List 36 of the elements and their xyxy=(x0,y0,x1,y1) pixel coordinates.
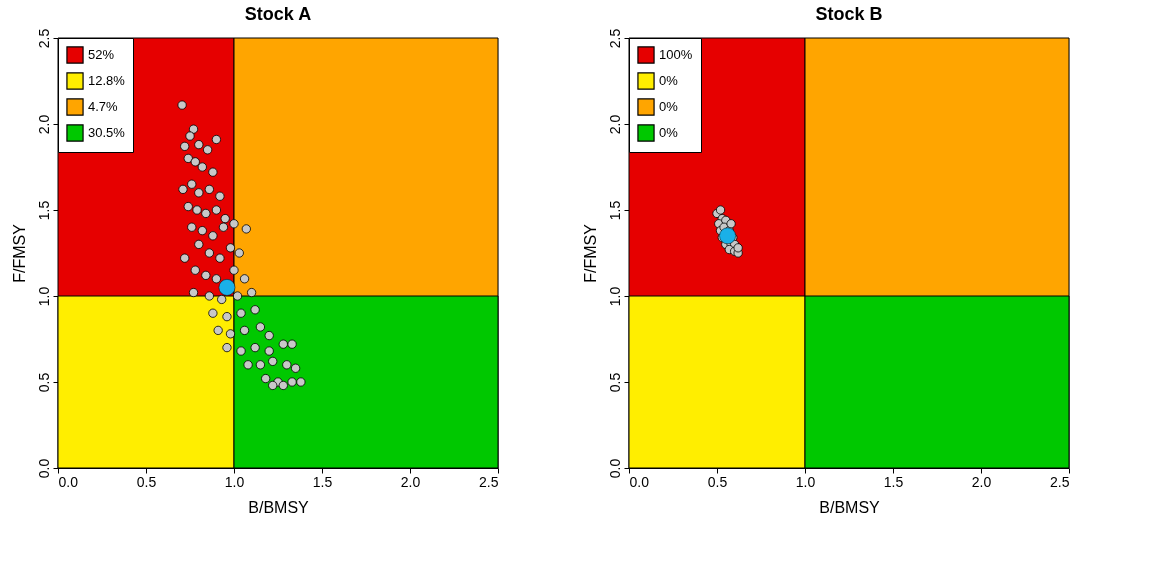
y-tick-label: 1.5 xyxy=(35,200,52,221)
legend-label: 12.8% xyxy=(88,73,126,88)
y-tick-label: 1.0 xyxy=(35,286,52,307)
x-axis-title: B/BMSY xyxy=(819,498,881,516)
x-tick-label: 2.5 xyxy=(1050,473,1070,490)
legend-label: 52% xyxy=(88,47,115,62)
x-tick-label: 0.0 xyxy=(629,473,650,490)
x-tick-label: 1.0 xyxy=(795,473,816,490)
legend-label: 0% xyxy=(659,99,679,114)
x-tick-label: 1.5 xyxy=(883,473,904,490)
y-tick-label: 2.0 xyxy=(606,114,623,135)
x-tick-label: 1.5 xyxy=(312,473,333,490)
y-axis-title: F/FMSY xyxy=(581,223,599,283)
y-tick-label: 2.5 xyxy=(606,28,623,49)
x-tick-label: 1.0 xyxy=(224,473,245,490)
y-axis-title: F/FMSY xyxy=(10,223,28,283)
y-tick-label: 1.0 xyxy=(606,286,623,307)
y-tick-label: 1.5 xyxy=(606,200,623,221)
x-tick-label: 2.0 xyxy=(400,473,421,490)
legend-label: 0% xyxy=(659,125,679,140)
y-tick-label: 2.5 xyxy=(35,28,52,49)
y-tick-label: 0.5 xyxy=(35,372,52,393)
y-tick-label: 0.5 xyxy=(606,372,623,393)
legend-label: 0% xyxy=(659,73,679,88)
x-axis-title: B/BMSY xyxy=(248,498,310,516)
legend-label: 4.7% xyxy=(88,99,119,114)
x-tick-label: 0.5 xyxy=(707,473,728,490)
x-tick-label: 0.5 xyxy=(136,473,157,490)
chart-title: Stock A xyxy=(244,4,312,25)
chart-title: Stock B xyxy=(815,4,883,25)
legend-label: 30.5% xyxy=(88,125,126,140)
x-tick-label: 0.0 xyxy=(58,473,79,490)
x-tick-label: 2.5 xyxy=(479,473,499,490)
x-tick-label: 2.0 xyxy=(971,473,992,490)
legend-label: 100% xyxy=(659,47,693,62)
y-tick-label: 2.0 xyxy=(35,114,52,135)
